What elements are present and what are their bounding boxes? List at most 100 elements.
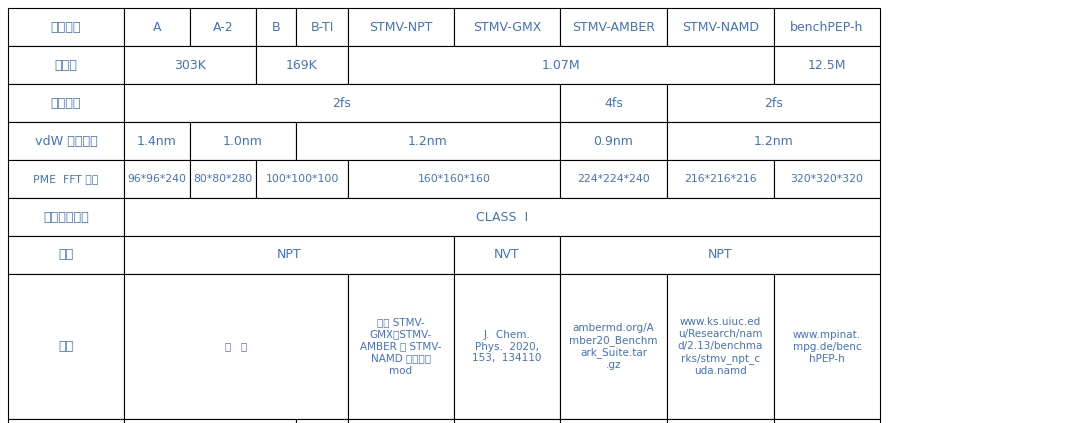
Bar [8,198,124,236]
Bar [8,46,124,84]
Bar [454,274,561,419]
Text: STMV-NPT: STMV-NPT [369,20,433,33]
Text: 力场函数形式: 力场函数形式 [43,211,89,223]
Bar [454,8,561,46]
Bar [667,84,880,122]
Text: STMV-NAMD: STMV-NAMD [681,20,759,33]
Text: 160*160*160: 160*160*160 [418,174,490,184]
Bar [190,8,256,46]
Text: 4fs: 4fs [604,96,623,110]
Text: www.ks.uiuc.ed
u/Research/nam
d/2.13/benchma
rks/stmv_npt_c
uda.namd: www.ks.uiuc.ed u/Research/nam d/2.13/ben… [678,317,764,376]
Text: CLASS  I: CLASS I [476,211,528,223]
Text: 模型代号: 模型代号 [51,20,81,33]
Bar [8,122,124,160]
Text: 来源: 来源 [58,340,73,353]
Bar [667,122,880,160]
Bar [561,160,667,198]
Text: 96*96*240: 96*96*240 [127,174,187,184]
Bar [348,419,454,423]
Text: 12.5M: 12.5M [808,58,847,71]
Bar [296,419,348,423]
Bar [8,419,124,423]
Text: PME  FFT 格点: PME FFT 格点 [33,174,98,184]
Bar [296,122,561,160]
Bar [561,122,667,160]
Bar [8,84,124,122]
Bar [124,8,190,46]
Text: A-2: A-2 [213,20,233,33]
Bar [667,160,774,198]
Bar [8,160,124,198]
Bar [256,46,348,84]
Text: 224*224*240: 224*224*240 [577,174,650,184]
Bar [561,274,667,419]
Text: NPT: NPT [276,248,301,261]
Text: 1.07M: 1.07M [542,58,580,71]
Text: 1.0nm: 1.0nm [224,135,262,148]
Bar [124,419,296,423]
Bar [124,198,880,236]
Bar [348,46,774,84]
Bar [8,236,124,274]
Text: J.  Chem.
Phys.  2020,
153,  134110: J. Chem. Phys. 2020, 153, 134110 [472,330,542,363]
Bar [8,8,124,46]
Bar [774,8,880,46]
Bar [774,46,880,84]
Bar [296,8,348,46]
Text: A: A [152,20,161,33]
Bar [124,274,348,419]
Bar [348,274,454,419]
Bar [774,274,880,419]
Text: 320*320*320: 320*320*320 [791,174,864,184]
Text: 216*216*216: 216*216*216 [685,174,757,184]
Bar [454,236,561,274]
Text: 1.2nm: 1.2nm [408,135,448,148]
Bar [561,236,880,274]
Bar [348,160,561,198]
Text: www.mpinat.
mpg.de/benc
hPEP-h: www.mpinat. mpg.de/benc hPEP-h [793,330,862,363]
Text: 169K: 169K [286,58,318,71]
Text: NPT: NPT [707,248,732,261]
Text: 0.9nm: 0.9nm [594,135,634,148]
Bar [190,160,256,198]
Bar [124,46,256,84]
Text: 1.2nm: 1.2nm [754,135,794,148]
Text: 综合 STMV-
GMX、STMV-
AMBER 和 STMV-
NAMD 的公平版
mod: 综合 STMV- GMX、STMV- AMBER 和 STMV- NAMD 的公… [361,318,442,376]
Bar [774,419,880,423]
Bar [124,84,561,122]
Text: B: B [272,20,281,33]
Bar [561,419,667,423]
Text: 2fs: 2fs [764,96,783,110]
Bar [256,8,296,46]
Bar [561,84,667,122]
Text: 原子数: 原子数 [55,58,78,71]
Bar [256,160,348,198]
Bar [124,236,454,274]
Text: 80*80*280: 80*80*280 [193,174,253,184]
Bar [561,8,667,46]
Text: STMV-GMX: STMV-GMX [473,20,541,33]
Text: benchPEP-h: benchPEP-h [791,20,864,33]
Bar [667,8,774,46]
Text: 原   创: 原 创 [225,341,247,352]
Text: 1.4nm: 1.4nm [137,135,177,148]
Text: vdW 截断半径: vdW 截断半径 [35,135,97,148]
Text: 系综: 系综 [58,248,73,261]
Text: 303K: 303K [174,58,206,71]
Text: STMV-AMBER: STMV-AMBER [572,20,654,33]
Bar [774,160,880,198]
Text: NVT: NVT [495,248,519,261]
Bar [190,122,296,160]
Bar [454,419,561,423]
Text: 100*100*100: 100*100*100 [266,174,339,184]
Bar [667,419,774,423]
Text: B-TI: B-TI [310,20,334,33]
Bar [8,274,124,419]
Text: 2fs: 2fs [333,96,351,110]
Text: 时间步长: 时间步长 [51,96,81,110]
Bar [124,160,190,198]
Bar [667,274,774,419]
Text: ambermd.org/A
mber20_Benchm
ark_Suite.tar
.gz: ambermd.org/A mber20_Benchm ark_Suite.ta… [569,323,658,371]
Bar [348,8,454,46]
Bar [124,122,190,160]
